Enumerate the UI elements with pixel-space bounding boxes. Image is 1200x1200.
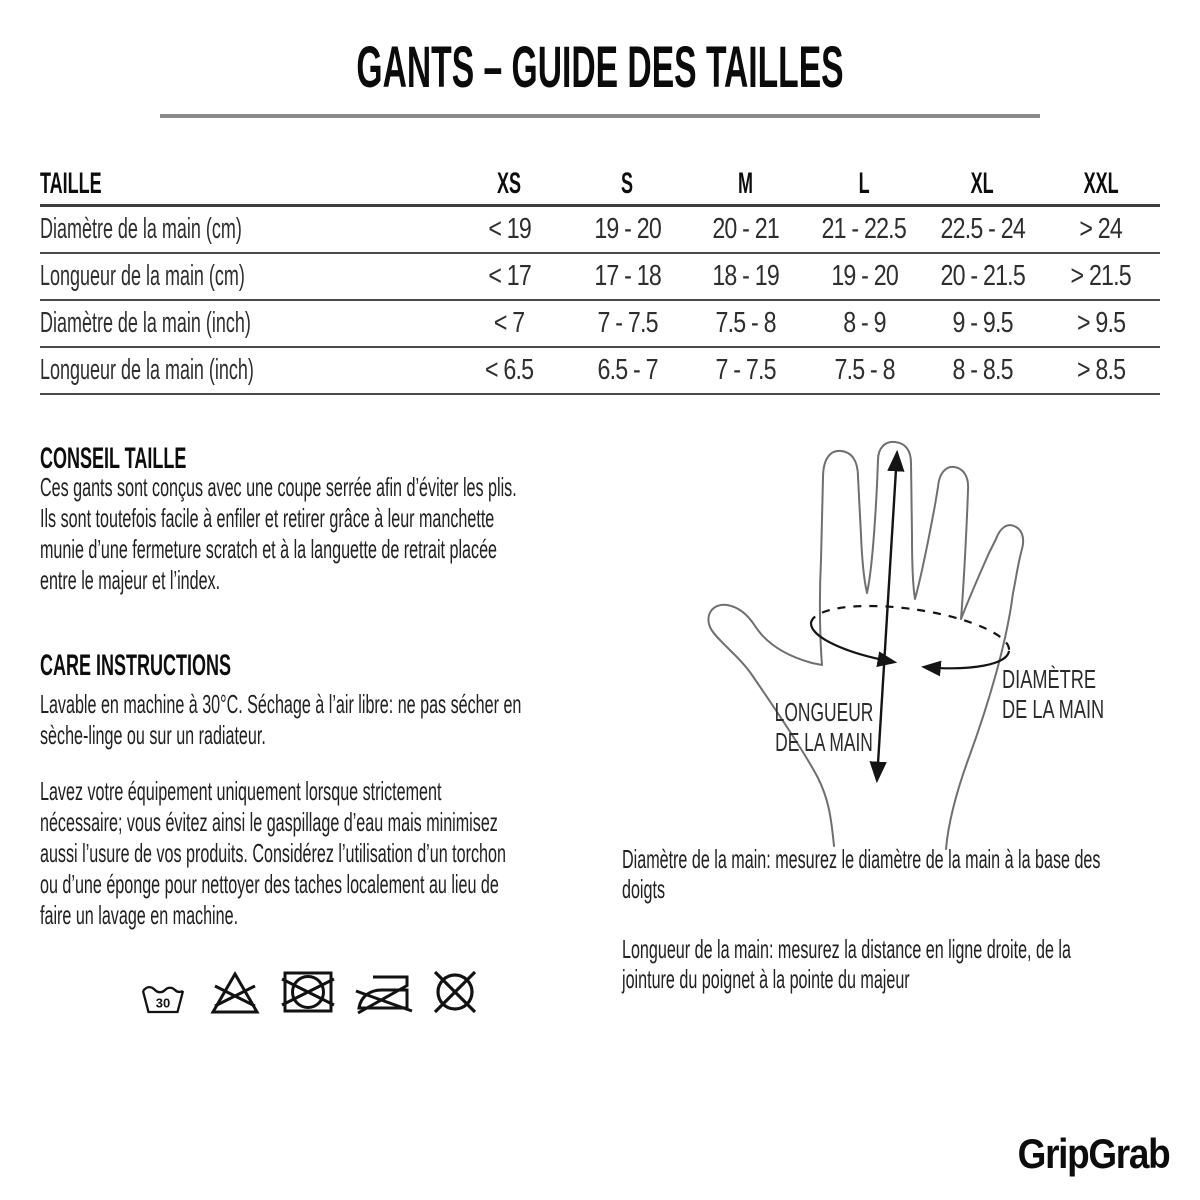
cell-value: 20 - 21 <box>712 213 780 245</box>
cell-value: 7 - 7.5 <box>597 307 658 339</box>
cell-value: > 9.5 <box>1076 307 1126 339</box>
cell-value: 21 - 22.5 <box>821 213 907 245</box>
cell-value: 22.5 - 24 <box>940 213 1025 245</box>
wash-temperature-label: 30 <box>156 996 170 1011</box>
cell-value: > 24 <box>1079 213 1123 245</box>
conseil-taille-paragraph: Ces gants sont conçus avec une coupe ser… <box>40 472 517 595</box>
diameter-ellipse <box>809 604 1011 677</box>
cell-value: 19 - 20 <box>594 213 661 245</box>
title-divider <box>160 114 1040 118</box>
cell-value: 19 - 20 <box>830 260 898 292</box>
cell-value: 17 - 18 <box>594 260 661 292</box>
do-not-dry-clean-icon <box>433 970 477 1014</box>
cell-value: < 19 <box>487 213 531 245</box>
row-label: Diamètre de la main (cm) <box>40 213 242 245</box>
care-paragraph-1: Lavable en machine à 30°C. Séchage à l’a… <box>40 689 522 750</box>
page-title-text: GANTS – GUIDE DES TAILLES <box>356 35 844 100</box>
cell-value: > 8.5 <box>1076 354 1126 386</box>
column-header-xs: XS <box>497 167 522 200</box>
table-row-diametre-cm: Diamètre de la main (cm) < 19 19 - 20 20… <box>40 207 1160 254</box>
hand-outline <box>707 440 1025 850</box>
table-row-longueur-cm: Longueur de la main (cm) < 17 17 - 18 18… <box>40 254 1160 301</box>
cell-value: 20 - 21.5 <box>940 260 1025 292</box>
table-row-diametre-inch: Diamètre de la main (inch) < 7 7 - 7.5 7… <box>40 301 1160 348</box>
row-label: Longueur de la main (inch) <box>40 354 254 386</box>
care-paragraph-2: Lavez votre équipement uniquement lorsqu… <box>40 776 506 930</box>
column-header-taille: TAILLE <box>40 167 102 200</box>
wash-30-icon: 30 <box>141 985 185 1014</box>
cell-value: 8 - 8.5 <box>952 354 1013 386</box>
length-arrow <box>869 449 905 784</box>
size-table-header-row: TAILLE XS S M L XL XXL <box>40 160 1160 207</box>
hand-measurement-diagram <box>707 440 1025 850</box>
gripgrab-logo: GripGrab <box>1017 1130 1170 1177</box>
row-label: Longueur de la main (cm) <box>40 260 245 292</box>
column-header-xxl: XXL <box>1083 167 1119 200</box>
cell-value: < 7 <box>493 307 525 339</box>
column-header-xl: XL <box>970 167 994 200</box>
column-header-l: L <box>858 167 870 200</box>
diameter-note: Diamètre de la main: mesurez le diamètre… <box>622 844 1101 904</box>
cell-value: 9 - 9.5 <box>952 307 1013 339</box>
conseil-taille-heading: CONSEIL TAILLE <box>40 442 187 475</box>
cell-value: 8 - 9 <box>842 307 886 339</box>
length-label: LONGUEUR DE LA MAIN <box>774 697 874 757</box>
care-instructions-heading: CARE INSTRUCTIONS <box>40 649 232 682</box>
diameter-label: DIAMÈTRE DE LA MAIN <box>1002 664 1105 724</box>
table-row-longueur-inch: Longueur de la main (inch) < 6.5 6.5 - 7… <box>40 348 1160 395</box>
cell-value: > 21.5 <box>1070 260 1132 292</box>
cell-value: 18 - 19 <box>712 260 780 292</box>
cell-value: < 17 <box>487 260 531 292</box>
length-note: Longueur de la main: mesurez la distance… <box>622 934 1071 994</box>
column-header-s: S <box>621 167 634 200</box>
do-not-iron-icon <box>355 975 413 1015</box>
cell-value: 7 - 7.5 <box>715 354 777 386</box>
do-not-bleach-icon <box>210 971 260 1014</box>
page-title: GANTS – GUIDE DES TAILLES <box>0 34 1200 101</box>
cell-value: 7.5 - 8 <box>715 307 777 339</box>
cell-value: 6.5 - 7 <box>597 354 658 386</box>
row-label: Diamètre de la main (inch) <box>40 307 251 339</box>
size-table: TAILLE XS S M L XL XXL Diamètre de la ma… <box>40 160 1160 395</box>
cell-value: 7.5 - 8 <box>834 354 895 386</box>
do-not-tumble-dry-icon <box>281 971 335 1013</box>
cell-value: < 6.5 <box>485 354 534 386</box>
column-header-m: M <box>738 167 754 200</box>
